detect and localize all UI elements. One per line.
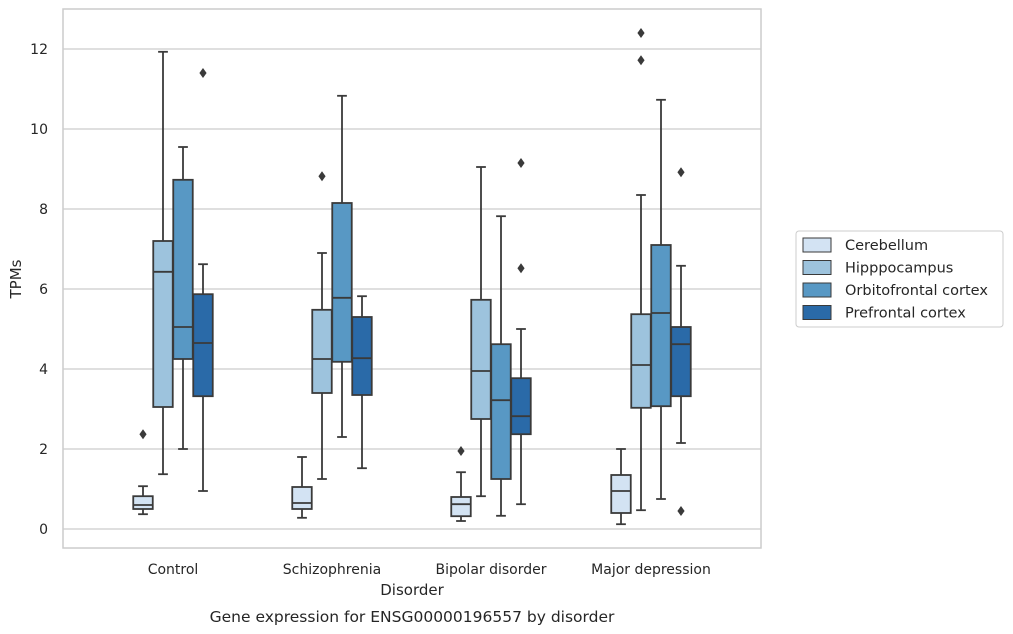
outlier-point bbox=[517, 263, 525, 274]
box-orbitofrontal-cortex-control bbox=[172, 146, 194, 450]
x-tick-label-control: Control bbox=[148, 562, 199, 578]
box-orbitofrontal-cortex-major-depression bbox=[650, 98, 672, 500]
box-prefrontal-cortex-bipolar-disorder bbox=[510, 158, 532, 506]
box-hipppocampus-major-depression bbox=[630, 28, 652, 512]
outlier-point bbox=[677, 167, 685, 178]
box-cerebellum-schizophrenia bbox=[291, 456, 313, 519]
box-iqr bbox=[630, 313, 652, 409]
box-iqr bbox=[331, 202, 353, 363]
y-tick-label-4: 4 bbox=[39, 362, 48, 378]
outlier-point bbox=[677, 506, 685, 516]
box-prefrontal-cortex-schizophrenia bbox=[351, 295, 373, 470]
box-iqr bbox=[351, 316, 373, 396]
box-hipppocampus-bipolar-disorder bbox=[470, 166, 492, 498]
legend-label-cerebellum: Cerebellum bbox=[845, 238, 928, 254]
legend-label-orbitofrontal-cortex: Orbitofrontal cortex bbox=[845, 283, 988, 299]
legend-swatch-hipppocampus bbox=[802, 260, 832, 275]
box-hipppocampus-control bbox=[152, 50, 174, 476]
box-iqr bbox=[670, 326, 692, 398]
x-axis-label: Disorder bbox=[380, 581, 444, 599]
legend-label-hipppocampus: Hipppocampus bbox=[845, 261, 953, 277]
legend: Cerebellum Hipppocampus Orbitofrontal cort… bbox=[795, 230, 1004, 328]
outlier-point bbox=[637, 55, 645, 66]
plot-frame bbox=[62, 8, 762, 549]
box-orbitofrontal-cortex-bipolar-disorder bbox=[490, 215, 512, 517]
box-cerebellum-bipolar-disorder bbox=[450, 446, 472, 522]
boxes-layer bbox=[132, 28, 692, 526]
outlier-point bbox=[139, 429, 147, 440]
box-iqr bbox=[470, 298, 492, 420]
x-tick-labels: Control Schizophrenia Bipolar disorder Majo… bbox=[148, 562, 711, 578]
box-orbitofrontal-cortex-schizophrenia bbox=[331, 94, 353, 438]
y-tick-label-8: 8 bbox=[39, 202, 48, 218]
box-iqr bbox=[132, 495, 154, 510]
outlier-point bbox=[637, 28, 645, 38]
legend-frame bbox=[795, 230, 1004, 328]
box-iqr bbox=[291, 486, 313, 510]
box-iqr bbox=[450, 496, 472, 518]
y-tick-label-10: 10 bbox=[30, 122, 48, 138]
box-prefrontal-cortex-major-depression bbox=[670, 167, 692, 516]
y-axis-label: TPMs bbox=[7, 259, 25, 299]
x-tick-label-schizophrenia: Schizophrenia bbox=[283, 562, 381, 578]
box-iqr bbox=[311, 308, 333, 394]
y-tick-label-12: 12 bbox=[30, 42, 48, 58]
box-hipppocampus-schizophrenia bbox=[311, 171, 333, 480]
box-iqr bbox=[490, 343, 512, 480]
y-tick-labels: 0 2 4 6 8 10 12 bbox=[30, 42, 48, 538]
outlier-point bbox=[517, 158, 525, 168]
box-cerebellum-control bbox=[132, 429, 154, 516]
box-iqr bbox=[510, 377, 532, 436]
outlier-point bbox=[199, 68, 207, 78]
box-iqr bbox=[650, 244, 672, 408]
legend-swatch-orbitofrontal-cortex bbox=[802, 282, 832, 298]
y-tick-label-0: 0 bbox=[39, 522, 48, 538]
box-iqr bbox=[192, 293, 214, 398]
outlier-point bbox=[318, 171, 326, 182]
x-tick-label-bipolar-disorder: Bipolar disorder bbox=[435, 562, 546, 578]
legend-swatch-prefrontal-cortex bbox=[802, 305, 832, 320]
legend-swatch-cerebellum bbox=[802, 237, 832, 253]
legend-label-prefrontal-cortex: Prefrontal cortex bbox=[845, 306, 966, 322]
y-tick-label-6: 6 bbox=[39, 282, 48, 298]
box-iqr bbox=[610, 474, 632, 514]
chart-caption: Gene expression for ENSG00000196557 by d… bbox=[210, 608, 615, 626]
legend-entries: Cerebellum Hipppocampus Orbitofrontal cort… bbox=[802, 237, 988, 322]
outlier-point bbox=[457, 446, 465, 456]
box-iqr bbox=[172, 178, 194, 360]
y-tick-label-2: 2 bbox=[39, 442, 48, 458]
box-prefrontal-cortex-control bbox=[192, 68, 214, 492]
x-tick-label-major-depression: Major depression bbox=[591, 562, 711, 578]
box-cerebellum-major-depression bbox=[610, 448, 632, 526]
box-iqr bbox=[152, 240, 174, 408]
